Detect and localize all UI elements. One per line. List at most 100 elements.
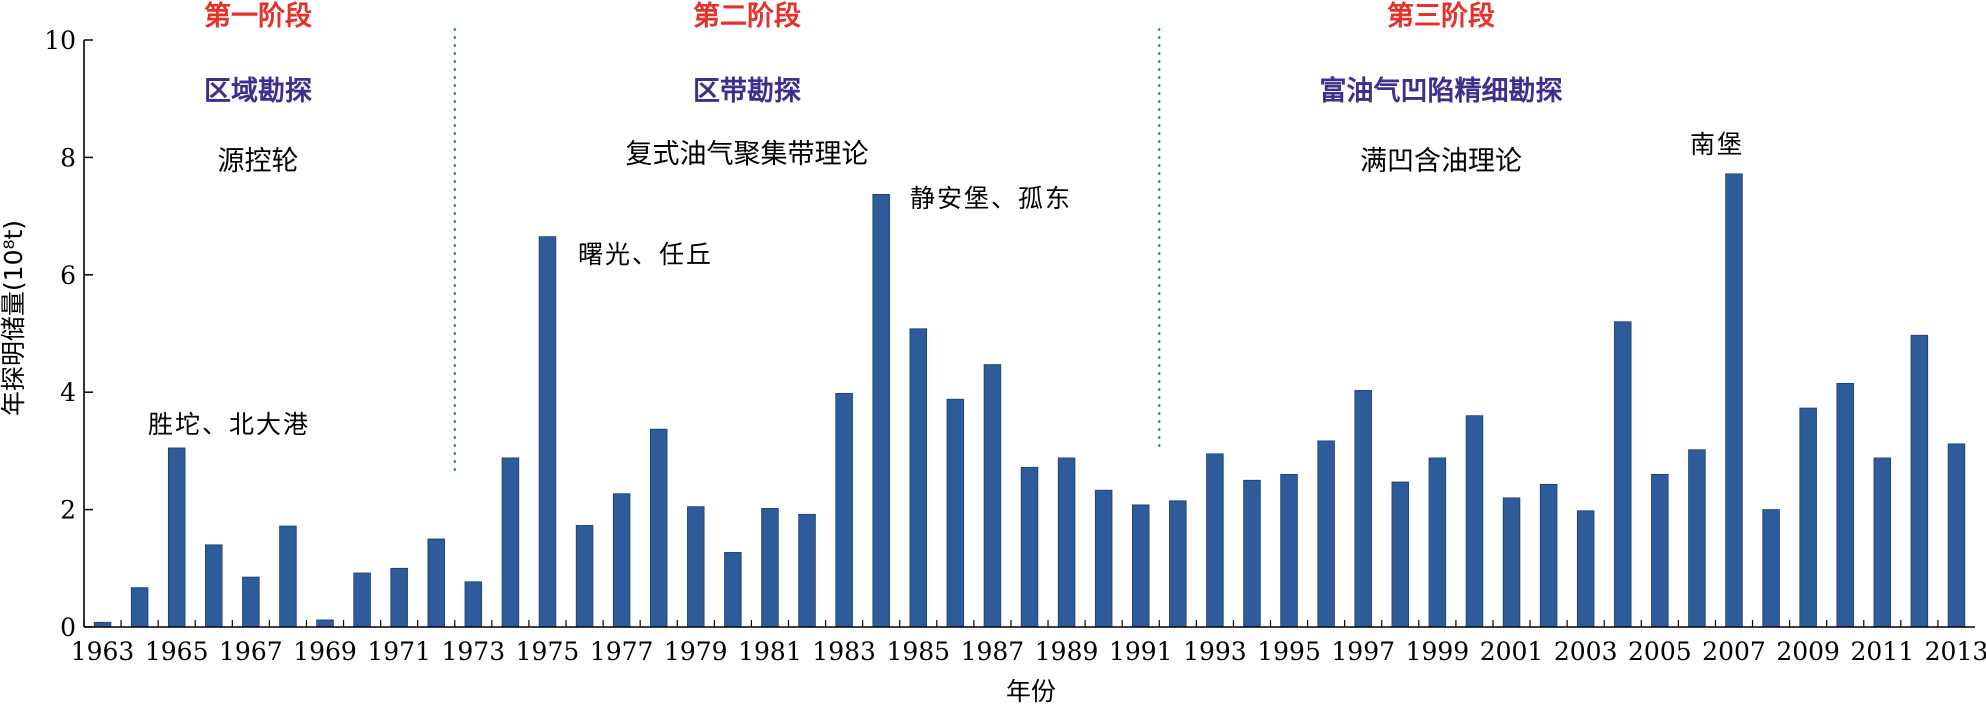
- stage-3-theory: 满凹含油理论: [1360, 146, 1522, 177]
- stage-dividers: [453, 28, 1161, 473]
- x-tick-label: 2005: [1628, 637, 1692, 666]
- bar-1999: [1428, 457, 1447, 628]
- bar-1968: [279, 525, 297, 628]
- x-tick-label: 1987: [961, 637, 1025, 666]
- bar-2007: [1725, 173, 1743, 628]
- x-tick-label: 1983: [812, 637, 876, 666]
- x-tick-label: 1969: [293, 637, 357, 666]
- bar-1995: [1280, 473, 1298, 628]
- bar-1991: [1131, 504, 1150, 628]
- bar-1965: [167, 447, 186, 628]
- stage-2-theory: 复式油气聚集带理论: [626, 139, 869, 170]
- bar-1994: [1243, 479, 1261, 628]
- bar-1976: [575, 525, 594, 628]
- x-tick-label: 1975: [516, 637, 580, 666]
- bar-1966: [205, 544, 223, 628]
- stage-1-phase: 区域勘探: [204, 76, 312, 107]
- x-tick-label: 1979: [664, 637, 728, 666]
- bar-1985: [909, 328, 928, 628]
- x-ticks: 1963 1965 1967 1969 1971 1973 1975 1977 1979 1981…: [71, 620, 1986, 666]
- y-ticks: 0 2 4 6 8 10: [44, 26, 93, 642]
- x-tick-label: 1981: [738, 637, 802, 666]
- bar-2004: [1614, 321, 1632, 628]
- x-tick-label: 1965: [145, 637, 209, 666]
- bar-1973: [464, 581, 483, 628]
- bar-1990: [1094, 489, 1113, 628]
- bar-2011: [1873, 457, 1892, 628]
- annotation-nanpu: 南堡: [1690, 130, 1744, 159]
- bar-2002: [1539, 483, 1558, 628]
- bar-2013: [1947, 443, 1966, 628]
- bar-1987: [983, 364, 1002, 628]
- x-axis-title: 年份: [1006, 677, 1056, 706]
- x-tick-label: 1985: [886, 637, 950, 666]
- x-tick-label: 2001: [1480, 637, 1544, 666]
- y-axis-title: 年探明储量(10⁸t): [0, 220, 28, 416]
- bar-1975: [538, 236, 557, 628]
- annotation-shuguang: 曙光、任丘: [578, 240, 713, 269]
- y-tick-label: 4: [60, 378, 76, 407]
- bar-2000: [1465, 415, 1484, 628]
- bar-1982: [798, 513, 816, 628]
- annotation-shengtuo: 胜坨、北大港: [148, 410, 310, 439]
- bar-1988: [1020, 466, 1039, 628]
- bar-1964: [130, 587, 149, 628]
- x-tick-label: 1999: [1406, 637, 1470, 666]
- annotation-jinganbao: 静安堡、孤东: [910, 184, 1072, 213]
- bar-2009: [1799, 407, 1817, 628]
- x-tick-label: 1963: [71, 637, 135, 666]
- y-tick-label: 8: [60, 143, 76, 172]
- x-tick-label: 1973: [442, 637, 506, 666]
- bar-1969: [316, 619, 334, 628]
- x-tick-label: 2013: [1925, 637, 1986, 666]
- x-tick-label: 1989: [1035, 637, 1099, 666]
- y-tick-label: 2: [60, 496, 76, 525]
- bar-1986: [946, 398, 965, 628]
- bar-2001: [1502, 497, 1521, 628]
- x-tick-label: 1977: [590, 637, 654, 666]
- bar-1974: [501, 457, 520, 628]
- bar-1978: [649, 428, 668, 628]
- bar-1983: [835, 392, 853, 628]
- bar-1993: [1206, 453, 1224, 628]
- x-tick-label: 1997: [1331, 637, 1395, 666]
- stage-1-theory: 源控轮: [218, 146, 299, 177]
- x-tick-label: 1971: [367, 637, 431, 666]
- x-tick-label: 2011: [1850, 637, 1914, 666]
- x-tick-label: 2009: [1776, 637, 1840, 666]
- y-tick-label: 10: [44, 26, 76, 55]
- bar-1992: [1169, 500, 1187, 628]
- axes: [83, 40, 1975, 628]
- bar-1967: [242, 576, 260, 628]
- bar-2003: [1576, 510, 1595, 628]
- bars: [93, 173, 1966, 628]
- stage-1-title: 第一阶段: [204, 0, 312, 32]
- bar-1980: [724, 552, 742, 628]
- bar-1997: [1354, 390, 1372, 628]
- x-tick-label: 2007: [1702, 637, 1766, 666]
- bar-1984: [872, 193, 890, 628]
- bar-1989: [1057, 457, 1076, 628]
- stage-3-title: 第三阶段: [1387, 0, 1495, 32]
- bar-2010: [1836, 382, 1854, 628]
- bar-1977: [612, 493, 631, 628]
- stage-2-title: 第二阶段: [693, 0, 801, 32]
- bar-1979: [687, 506, 705, 628]
- x-tick-label: 1967: [219, 637, 283, 666]
- y-tick-label: 6: [60, 261, 76, 290]
- bar-1981: [761, 508, 779, 628]
- stage-3-phase: 富油气凹陷精细勘探: [1320, 75, 1563, 107]
- bar-2008: [1762, 509, 1780, 628]
- x-tick-label: 1991: [1109, 637, 1173, 666]
- bar-2006: [1688, 449, 1706, 628]
- x-tick-label: 1993: [1183, 637, 1247, 666]
- bar-1998: [1391, 481, 1410, 628]
- y-tick-label: 0: [60, 613, 76, 642]
- stage-2-phase: 区带勘探: [693, 76, 801, 107]
- bar-1971: [390, 567, 408, 628]
- x-tick-label: 2003: [1554, 637, 1618, 666]
- bar-2005: [1651, 473, 1669, 628]
- bar-1970: [353, 572, 371, 628]
- bar-1996: [1317, 440, 1335, 628]
